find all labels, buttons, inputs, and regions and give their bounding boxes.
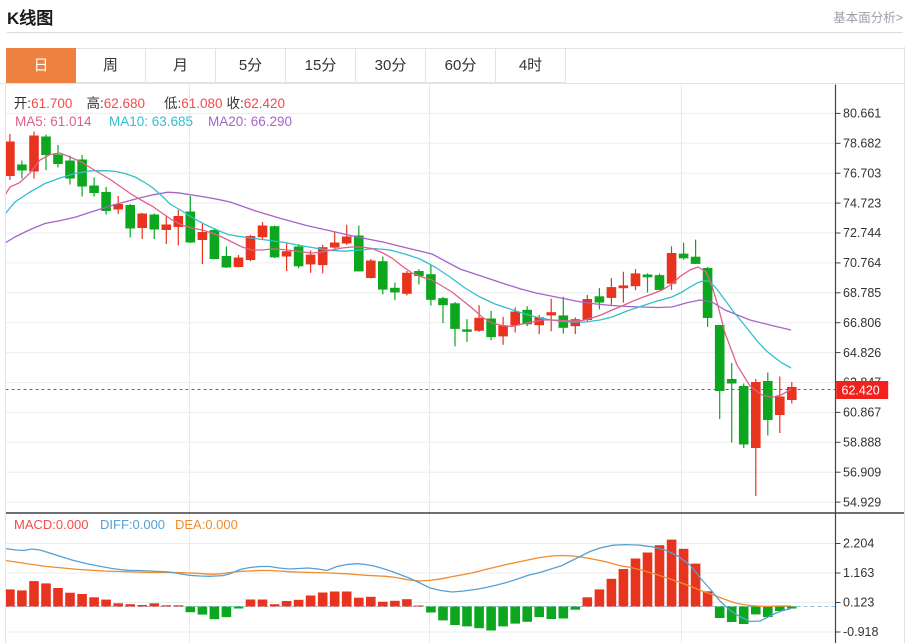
svg-text:72.744: 72.744 <box>843 226 881 240</box>
svg-text:56.909: 56.909 <box>843 465 881 479</box>
svg-text:78.682: 78.682 <box>843 137 881 151</box>
svg-text:62.420: 62.420 <box>842 384 880 398</box>
svg-text:66.806: 66.806 <box>843 316 881 330</box>
svg-text:80.661: 80.661 <box>843 107 881 121</box>
svg-text:2.204: 2.204 <box>843 537 874 551</box>
svg-text:0.123: 0.123 <box>843 596 874 610</box>
svg-text:64.826: 64.826 <box>843 346 881 360</box>
svg-text:68.785: 68.785 <box>843 286 881 300</box>
svg-text:54.929: 54.929 <box>843 495 881 509</box>
svg-text:1.163: 1.163 <box>843 566 874 580</box>
svg-text:74.723: 74.723 <box>843 196 881 210</box>
svg-text:60.867: 60.867 <box>843 406 881 420</box>
svg-text:-0.918: -0.918 <box>843 625 878 639</box>
svg-text:58.888: 58.888 <box>843 436 881 450</box>
svg-text:70.764: 70.764 <box>843 256 881 270</box>
svg-text:76.703: 76.703 <box>843 166 881 180</box>
